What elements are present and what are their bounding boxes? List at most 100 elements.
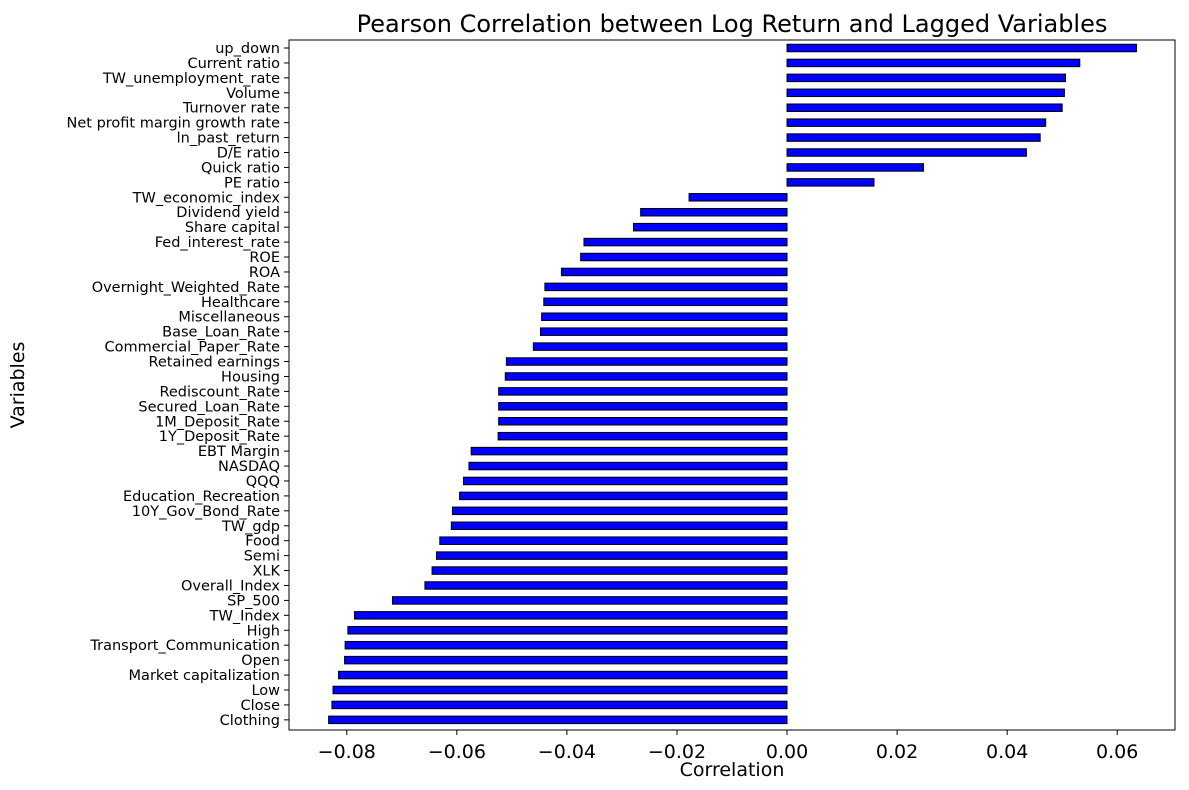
y-tick-label: Semi	[244, 549, 280, 565]
y-tick-label: Dividend yield	[176, 205, 280, 221]
y-tick-label: Education_Recreation	[123, 489, 280, 505]
bar-38	[353, 611, 788, 620]
bar-15	[560, 267, 788, 277]
bar-43	[332, 685, 788, 695]
y-tick-label: Open	[241, 653, 280, 669]
bar-23	[498, 387, 788, 396]
bar-27	[470, 446, 788, 456]
x-tick-label: −0.08	[318, 741, 376, 763]
y-tick-label: Share capital	[185, 220, 280, 236]
y-tick-label: Volume	[226, 86, 280, 102]
y-tick-label: Net profit margin growth rate	[67, 116, 281, 132]
bar-30	[459, 491, 788, 501]
x-tick-label: −0.02	[648, 741, 706, 763]
y-tick-label: D/E ratio	[217, 146, 280, 162]
y-tick-label: ROE	[249, 250, 280, 266]
y-tick-label: Miscellaneous	[178, 310, 280, 326]
y-tick-label: Rediscount_Rate	[159, 384, 280, 400]
bar-21	[505, 357, 788, 366]
bar-24	[498, 402, 788, 411]
y-tick-label: EBT Margin	[198, 444, 280, 460]
y-axis-label: Variables	[7, 342, 29, 429]
x-tick-label: −0.06	[428, 741, 486, 763]
bar-39	[347, 626, 788, 635]
x-tick-label: 0.02	[876, 741, 918, 763]
y-tick-label: SP_500	[227, 593, 280, 609]
y-tick-label: Current ratio	[187, 56, 280, 72]
bar-33	[439, 536, 788, 545]
bar-22	[504, 372, 788, 381]
y-tick-label: Quick ratio	[201, 160, 280, 176]
bar-44	[331, 700, 788, 710]
bar-28	[468, 461, 788, 471]
bar-29	[462, 476, 788, 486]
x-tick-label: 0.04	[986, 741, 1028, 763]
y-tick-label: Housing	[221, 369, 280, 385]
y-tick-label: Healthcare	[201, 295, 280, 311]
bar-35	[431, 566, 788, 575]
bar-3	[786, 88, 1065, 98]
y-tick-label: NASDAQ	[218, 459, 280, 475]
bar-6	[786, 133, 1041, 142]
chart-title: Pearson Correlation between Log Return a…	[357, 10, 1108, 38]
y-tick-label: Fed_interest_rate	[155, 235, 280, 251]
y-tick-label: up_down	[215, 41, 280, 57]
y-tick-label: PE ratio	[224, 175, 280, 191]
y-tick-label: TW_economic_index	[132, 190, 281, 206]
y-tick-label: ln_past_return	[177, 131, 280, 147]
bar-9	[786, 178, 875, 187]
y-tick-label: High	[247, 623, 280, 639]
bar-20	[532, 342, 788, 351]
x-axis-ticks: −0.08 −0.06 −0.04 −0.02 0.00 0.02 0.04 0.06	[318, 730, 1138, 763]
y-tick-label: Commercial_Paper_Rate	[104, 340, 280, 356]
bar-7	[786, 148, 1027, 157]
y-tick-label: TW_Index	[209, 608, 281, 624]
x-tick-label: −0.04	[538, 741, 596, 763]
bar-11	[640, 207, 788, 217]
y-tick-label: Clothing	[220, 713, 280, 729]
y-tick-label: TW_gdp	[221, 519, 280, 535]
x-tick-label: 0.06	[1096, 741, 1138, 763]
bar-34	[435, 551, 788, 560]
bar-31	[451, 506, 788, 516]
y-tick-label: Food	[245, 534, 280, 550]
bar-2	[786, 73, 1066, 83]
y-tick-label: XLK	[252, 564, 280, 580]
bar-4	[786, 103, 1063, 112]
x-axis-label: Correlation	[680, 759, 785, 781]
y-tick-label: Turnover rate	[182, 101, 280, 117]
bar-5	[786, 118, 1047, 127]
y-tick-label: 1M_Deposit_Rate	[155, 414, 280, 430]
y-tick-label: Close	[241, 698, 281, 714]
bar-25	[498, 417, 788, 426]
bar-8	[786, 163, 925, 172]
y-tick-label: Secured_Loan_Rate	[138, 399, 280, 415]
y-tick-label: Market capitalization	[129, 668, 280, 684]
bar-42	[338, 670, 788, 680]
y-tick-label: Overall_Index	[181, 578, 280, 594]
y-tick-label: Overnight_Weighted_Rate	[92, 280, 280, 296]
bar-14	[580, 252, 788, 262]
y-tick-label: Base_Loan_Rate	[162, 325, 280, 341]
bar-26	[497, 431, 788, 441]
bar-0	[786, 43, 1137, 53]
y-tick-label: QQQ	[246, 474, 280, 490]
bar-45	[328, 715, 788, 725]
y-tick-label: Transport_Communication	[89, 638, 280, 654]
bar-32	[450, 521, 788, 531]
bar-16	[544, 282, 788, 292]
y-tick-label: ROA	[249, 265, 280, 281]
bar-36	[424, 581, 788, 590]
y-tick-label: Retained earnings	[148, 355, 280, 371]
bars-layer	[328, 43, 1137, 725]
bar-37	[391, 596, 788, 605]
y-tick-label: 1Y_Deposit_Rate	[159, 429, 280, 445]
bar-19	[539, 327, 788, 336]
y-tick-label: Low	[251, 683, 280, 699]
plot-frame	[288, 39, 1176, 731]
y-tick-label: 10Y_Gov_Bond_Rate	[132, 504, 280, 520]
y-tick-label: TW_unemployment_rate	[102, 71, 280, 87]
